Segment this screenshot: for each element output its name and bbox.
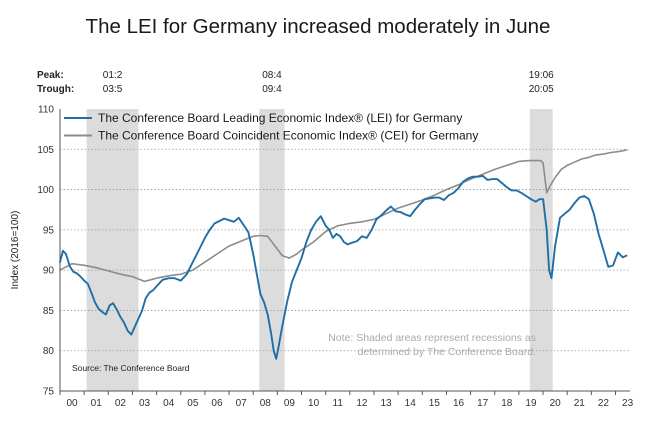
recession-peak-1: 01:2 <box>103 70 123 81</box>
recession-trough-2: 09:4 <box>262 84 282 95</box>
x-tick-label: 06 <box>211 398 223 409</box>
recession-trough-1: 03:5 <box>103 84 123 95</box>
recession-peak-3: 19:06 <box>529 70 554 81</box>
x-tick-label: 14 <box>405 398 417 409</box>
y-tick-label: 100 <box>37 185 54 196</box>
y-tick-label: 95 <box>43 225 55 236</box>
series-lines <box>59 149 628 360</box>
x-tick-label: 05 <box>187 398 199 409</box>
x-tick-label: 23 <box>622 398 634 409</box>
x-tick-label: 09 <box>284 398 296 409</box>
x-tick-label: 19 <box>525 398 537 409</box>
x-tick-label: 18 <box>501 398 513 409</box>
y-tick-label: 90 <box>43 266 55 277</box>
axes: 75 80 85 90 95 100 105 110 00 01 02 03 04 05 06 07 08 09 1… <box>37 105 633 410</box>
y-tick-label: 110 <box>38 105 54 116</box>
x-tick-label: 22 <box>598 398 610 409</box>
legend-label-lei: The Conference Board Leading Economic In… <box>98 111 462 125</box>
x-tick-label: 15 <box>429 398 441 409</box>
x-tick-label: 12 <box>356 398 368 409</box>
x-tick-label: 11 <box>333 398 344 409</box>
x-tick-label: 08 <box>260 398 272 409</box>
x-tick-label: 20 <box>550 398 562 409</box>
note-line-2: determined by The Conference Board. <box>358 346 536 358</box>
x-tick-label: 17 <box>477 398 489 409</box>
gridlines <box>60 148 630 352</box>
x-tick-label: 00 <box>67 398 79 409</box>
chart-title: The LEI for Germany increased moderately… <box>86 15 551 38</box>
source-note: Source: The Conference Board <box>72 363 190 373</box>
x-tick-label: 21 <box>574 398 586 409</box>
x-tick-label: 13 <box>380 398 392 409</box>
x-tick-label: 16 <box>453 398 465 409</box>
x-tick-label: 02 <box>115 398 127 409</box>
legend-label-cei: The Conference Board Coincident Economic… <box>98 129 478 143</box>
x-tick-label: 07 <box>236 398 248 409</box>
trough-label: Trough: <box>37 84 74 95</box>
y-tick-label: 105 <box>37 145 54 156</box>
legend: The Conference Board Leading Economic In… <box>64 111 478 143</box>
y-axis-label: Index (2016=100) <box>10 211 21 290</box>
series-line-lei <box>59 174 628 360</box>
note-line-1: Note: Shaded areas represent recessions … <box>328 332 536 344</box>
recession-band-1 <box>86 109 139 391</box>
x-tick-label: 03 <box>139 398 151 409</box>
y-tick-label: 75 <box>43 387 55 398</box>
series-line-cei <box>59 149 628 283</box>
peak-label: Peak: <box>37 70 64 81</box>
y-tick-label: 80 <box>43 346 55 357</box>
recession-band-2 <box>259 109 285 391</box>
recession-band-3 <box>529 109 553 391</box>
x-tick-label: 01 <box>91 398 103 409</box>
recession-peak-2: 08:4 <box>262 70 282 81</box>
x-tick-label: 10 <box>308 398 320 409</box>
y-tick-label: 85 <box>43 306 55 317</box>
x-tick-label: 04 <box>163 398 175 409</box>
recession-trough-3: 20:05 <box>529 84 554 95</box>
